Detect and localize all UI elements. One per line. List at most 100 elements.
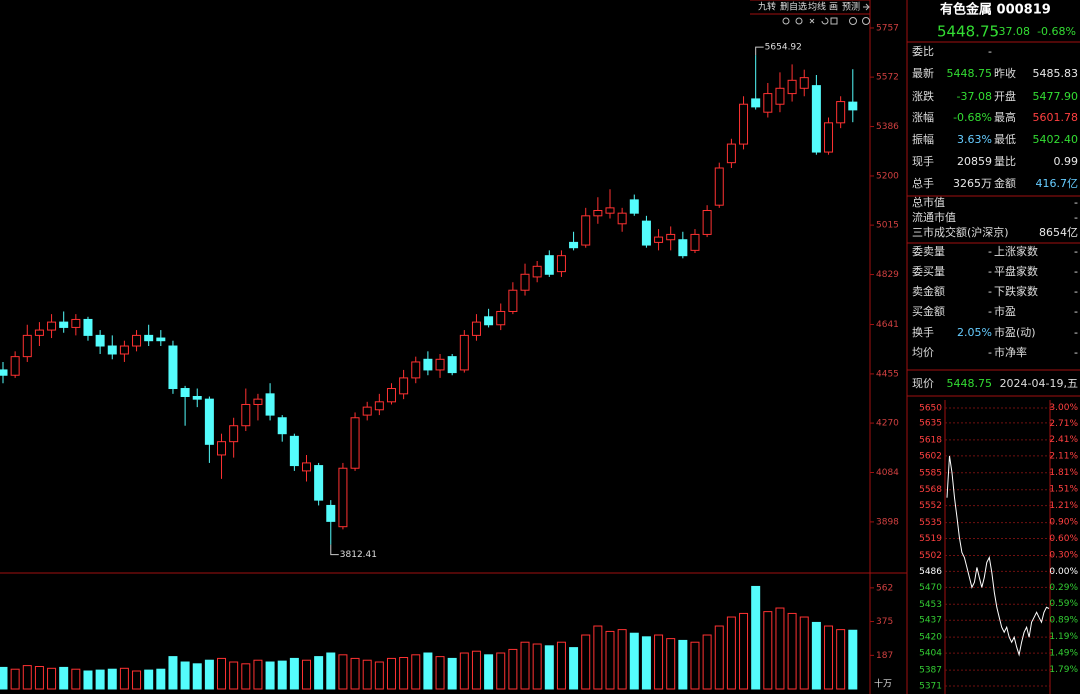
candle-body — [289, 435, 299, 467]
quote-label: 换手 — [912, 325, 934, 339]
volume-bar — [471, 650, 481, 690]
icon[interactable] — [795, 17, 803, 25]
toolbar-button[interactable]: 删自选 — [780, 1, 807, 13]
candle-body — [799, 77, 809, 89]
y-tick-label: 5453 — [919, 600, 942, 610]
icon[interactable] — [809, 18, 815, 24]
quote-value: 2.05% — [957, 326, 992, 339]
quote-label: 平盘家数 — [994, 264, 1038, 278]
volume-bar — [374, 661, 384, 690]
quote-label: 总手 — [912, 176, 934, 190]
toolbar-button[interactable]: 预测 — [842, 2, 860, 13]
intraday-price: 5448.75 — [947, 377, 993, 390]
y-tick-label: 5602 — [919, 451, 942, 461]
volume-bar — [739, 612, 749, 690]
y-tick-label: 5618 — [919, 435, 942, 445]
y-tick-label: 5486 — [919, 567, 942, 577]
candle-body — [435, 358, 445, 371]
quote-label: 委买量 — [912, 265, 945, 278]
quote-value: - — [1074, 196, 1078, 209]
quote-value: 8654亿 — [1039, 226, 1078, 239]
y-tick-label: 5371 — [919, 682, 942, 692]
candle-body — [229, 425, 239, 443]
volume-bar — [617, 629, 627, 690]
volume-bar — [399, 657, 409, 690]
volume-bar — [386, 657, 396, 690]
y2-tick-label: 1.51% — [1049, 484, 1078, 494]
quote-label: 上涨家数 — [994, 244, 1038, 258]
icon[interactable] — [821, 17, 829, 25]
icon[interactable] — [862, 17, 870, 25]
candle-body — [34, 329, 44, 336]
icon[interactable] — [830, 17, 838, 25]
quote-label: 卖金额 — [912, 284, 945, 298]
y-tick-label: 5420 — [919, 633, 942, 643]
volume-bar — [629, 632, 639, 690]
candle-body — [824, 122, 834, 153]
quote-value: - — [1074, 245, 1078, 258]
volume-bar — [605, 630, 615, 690]
candle-body — [59, 321, 69, 328]
volume-bar — [22, 665, 32, 690]
quote-label: 委比 — [912, 45, 934, 58]
y-tick-label: 5437 — [919, 616, 942, 626]
volume-bar — [811, 621, 821, 690]
volume-bar — [411, 654, 421, 690]
candle-body — [848, 101, 858, 111]
quote-value: -0.68% — [953, 111, 992, 124]
toolbar-button[interactable]: 画 — [829, 2, 838, 13]
intraday-date: 2024-04-19,五 — [1000, 377, 1078, 390]
quote-label: 流通市值 — [912, 210, 956, 224]
volume-bar — [678, 639, 688, 690]
candle-body — [811, 85, 821, 153]
candle-body — [10, 356, 20, 376]
quote-value: - — [1074, 346, 1078, 359]
volume-bar — [751, 585, 761, 690]
candle-body — [71, 318, 81, 328]
intraday-title: 现价 — [912, 377, 934, 390]
candle-body — [326, 504, 336, 522]
candle-body — [144, 334, 154, 342]
volume-bar — [702, 634, 712, 690]
toolbar-button[interactable]: 均线 — [808, 1, 826, 13]
candle-body — [265, 393, 275, 416]
quote-label: 最低 — [994, 133, 1016, 146]
toolbar-icons[interactable] — [782, 3, 870, 25]
quote-label: 涨幅 — [912, 111, 934, 124]
volume-bar — [544, 645, 554, 690]
quote-label: 最高 — [994, 110, 1016, 124]
volume-bar — [289, 657, 299, 690]
volume-bar — [277, 660, 287, 690]
y-tick-label: 5635 — [919, 418, 942, 428]
quote-label: 量比 — [994, 155, 1016, 168]
y2-tick-label: 0.30% — [1049, 551, 1078, 561]
icon[interactable] — [849, 17, 857, 25]
candle-body — [350, 417, 360, 469]
toolbar-button[interactable]: 九转 — [758, 1, 776, 13]
icon[interactable] — [863, 3, 870, 11]
candle-body — [22, 334, 32, 358]
volume-bar — [204, 659, 214, 690]
candle-body — [581, 215, 591, 246]
y-tick-label: 5757 — [876, 23, 899, 33]
candle-body — [787, 79, 797, 95]
quote-value: - — [988, 245, 992, 258]
y-tick-label: 4084 — [876, 468, 899, 478]
candle-body — [751, 98, 761, 108]
annotation-line — [330, 544, 339, 556]
candle-body — [217, 441, 227, 456]
candle-body — [253, 398, 263, 405]
volume-bar — [314, 656, 324, 690]
y-tick-label: 5386 — [876, 122, 899, 132]
volume-bar — [156, 668, 166, 690]
y2-tick-label: 1.81% — [1049, 468, 1078, 478]
volume-bar — [641, 636, 651, 690]
quote-label: 三市成交额(沪深京) — [912, 225, 1009, 239]
volume-bar — [107, 668, 117, 690]
icon[interactable] — [782, 17, 790, 25]
quote-value: 0.99 — [1054, 155, 1079, 168]
y-tick-label: 5015 — [876, 221, 899, 231]
quote-value: 416.7亿 — [1036, 177, 1079, 190]
volume-bar — [338, 654, 348, 690]
candle-body — [569, 241, 579, 249]
